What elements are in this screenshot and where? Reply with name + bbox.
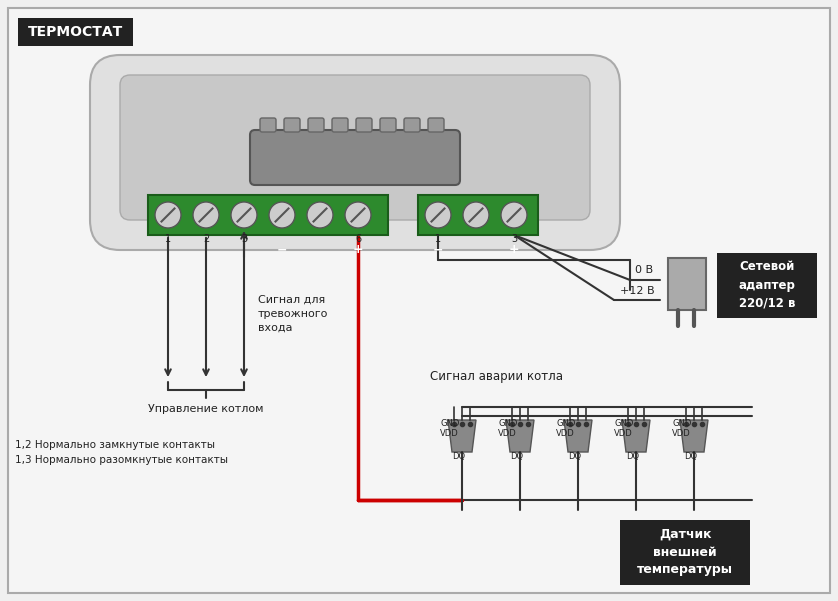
Text: Датчик
внешней
температуры: Датчик внешней температуры (637, 528, 733, 576)
FancyBboxPatch shape (284, 118, 300, 132)
Text: VDD: VDD (498, 430, 517, 439)
Text: +: + (353, 243, 364, 256)
Text: 1,2 Нормально замкнутые контакты
1,3 Нормально разомкнутые контакты: 1,2 Нормально замкнутые контакты 1,3 Нор… (15, 440, 228, 465)
Polygon shape (680, 420, 708, 452)
Text: +: + (509, 243, 520, 256)
FancyBboxPatch shape (356, 118, 372, 132)
FancyBboxPatch shape (404, 118, 420, 132)
Text: DQ: DQ (510, 453, 523, 462)
Circle shape (425, 202, 451, 228)
FancyBboxPatch shape (90, 55, 620, 250)
Text: 3: 3 (241, 234, 247, 244)
Text: GND: GND (672, 418, 691, 427)
Circle shape (231, 202, 257, 228)
Text: GND: GND (556, 418, 576, 427)
Bar (18, 18, 133, 46)
Text: DQ: DQ (626, 453, 639, 462)
Circle shape (463, 202, 489, 228)
Text: Управление котлом: Управление котлом (148, 404, 264, 414)
Bar (418, 195, 538, 235)
Text: GND: GND (498, 418, 517, 427)
FancyBboxPatch shape (332, 118, 348, 132)
Circle shape (307, 202, 333, 228)
Text: 1: 1 (165, 234, 171, 244)
Text: 2: 2 (203, 234, 210, 244)
Polygon shape (564, 420, 592, 452)
Bar (620, 520, 750, 585)
Text: 3: 3 (511, 234, 517, 244)
FancyBboxPatch shape (308, 118, 324, 132)
FancyBboxPatch shape (120, 75, 590, 220)
Text: VDD: VDD (672, 430, 691, 439)
Circle shape (193, 202, 219, 228)
Text: 1: 1 (435, 234, 441, 244)
Text: GND: GND (440, 418, 459, 427)
Circle shape (501, 202, 527, 228)
Text: ТЕРМОСТАТ: ТЕРМОСТАТ (28, 25, 122, 39)
Text: Сигнал для
тревожного
входа: Сигнал для тревожного входа (258, 295, 328, 333)
Text: Сетевой
адаптер
220/12 в: Сетевой адаптер 220/12 в (738, 260, 795, 310)
Text: GND: GND (614, 418, 634, 427)
Text: 0 В: 0 В (635, 265, 653, 275)
Text: 6: 6 (355, 234, 361, 244)
Bar (148, 195, 388, 235)
Circle shape (269, 202, 295, 228)
Text: Сигнал аварии котла: Сигнал аварии котла (430, 370, 563, 383)
Text: DQ: DQ (452, 453, 465, 462)
Polygon shape (448, 420, 476, 452)
FancyBboxPatch shape (428, 118, 444, 132)
Text: VDD: VDD (556, 430, 575, 439)
Text: −: − (277, 243, 287, 256)
Text: VDD: VDD (614, 430, 633, 439)
Text: DQ: DQ (568, 453, 581, 462)
Circle shape (155, 202, 181, 228)
Bar (717, 253, 817, 318)
Text: −: − (432, 243, 443, 256)
Polygon shape (506, 420, 534, 452)
FancyBboxPatch shape (260, 118, 276, 132)
FancyBboxPatch shape (250, 130, 460, 185)
Text: VDD: VDD (440, 430, 458, 439)
Text: DQ: DQ (684, 453, 697, 462)
Bar (668, 258, 706, 310)
Text: +12 В: +12 В (620, 286, 654, 296)
Polygon shape (622, 420, 650, 452)
FancyBboxPatch shape (380, 118, 396, 132)
Circle shape (345, 202, 371, 228)
